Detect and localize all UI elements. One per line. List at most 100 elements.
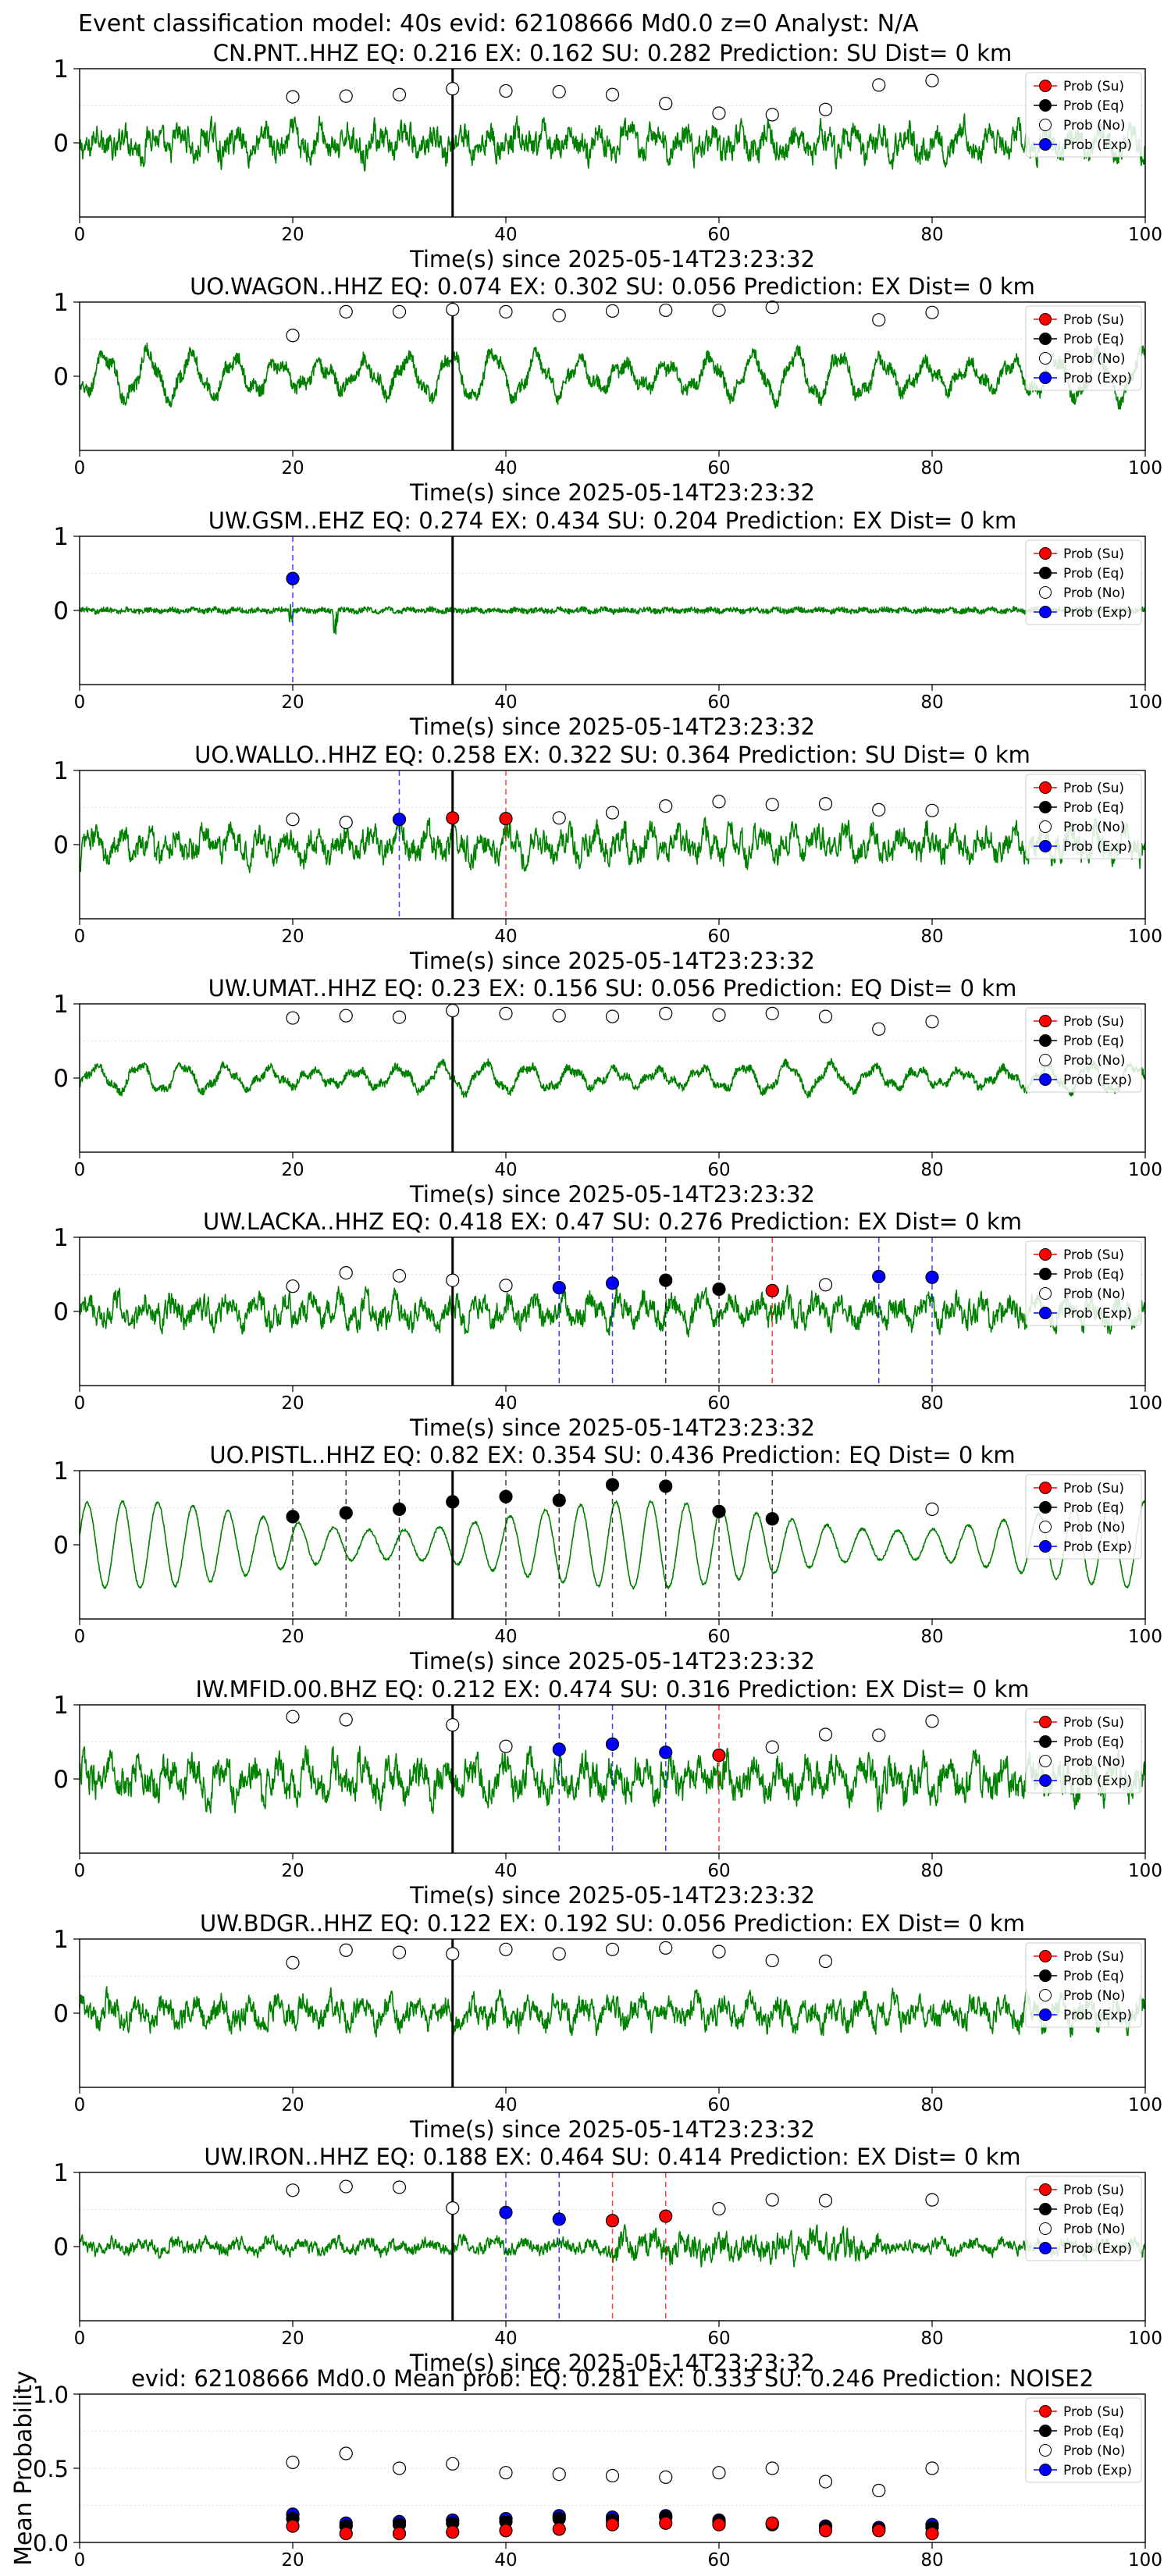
prob-point-no	[605, 1009, 620, 1023]
legend-entry: Prob (Exp)	[1063, 2008, 1132, 2023]
station-panel-uo-pistl--hhz: UO.PISTL..HHZ EQ: 0.82 EX: 0.354 SU: 0.4…	[53, 1442, 1162, 1674]
legend-entry: Prob (Su)	[1063, 781, 1124, 796]
station-panel-uw-gsm--ehz: UW.GSM..EHZ EQ: 0.274 EX: 0.434 SU: 0.20…	[53, 507, 1162, 740]
mean-point-no	[605, 2468, 620, 2483]
prob-point-no	[712, 1944, 726, 1959]
legend-marker-su	[1039, 781, 1052, 794]
legend-marker-exp	[1039, 840, 1052, 852]
prob-point-no	[605, 304, 620, 318]
legend-marker-eq	[1039, 1034, 1052, 1047]
y-tick-label: 1	[53, 289, 69, 317]
legend-marker-eq	[1039, 1735, 1052, 1748]
prob-point-no	[818, 2194, 833, 2208]
x-axis-label: Time(s) since 2025-05-14T23:23:32	[409, 2350, 815, 2376]
legend-entry: Prob (Eq)	[1063, 332, 1124, 347]
prob-point-exp	[392, 813, 407, 827]
legend-box	[1025, 72, 1142, 158]
mean-point-su	[659, 2516, 673, 2530]
prob-point-no	[552, 811, 566, 825]
mean-point-no	[872, 2483, 886, 2498]
x-tick-label: 80	[920, 927, 943, 947]
legend-entry: Prob (No)	[1063, 1754, 1126, 1770]
x-tick-label: 20	[281, 1393, 304, 1414]
x-tick-label: 40	[494, 2095, 517, 2115]
x-tick-label: 60	[707, 1393, 730, 1414]
x-axis-label: Time(s) since 2025-05-14T23:23:32	[409, 948, 815, 974]
x-tick-label: 60	[707, 692, 730, 713]
legend-marker-su	[1039, 1716, 1052, 1728]
legend-marker-exp	[1039, 1540, 1052, 1553]
y-tick-label: 1	[53, 55, 69, 84]
panel-title: UW.BDGR..HHZ EQ: 0.122 EX: 0.192 SU: 0.0…	[200, 1910, 1025, 1937]
legend-marker-eq	[1039, 2203, 1052, 2215]
y-tick-label: 0.0	[33, 2530, 69, 2556]
y-tick-label: 1	[53, 1457, 69, 1485]
prob-point-no	[712, 1008, 726, 1022]
legend-marker-exp	[1039, 1307, 1052, 1319]
legend-marker-exp	[1039, 606, 1052, 618]
y-tick-label: 0	[53, 831, 69, 859]
prob-point-no	[605, 87, 620, 101]
prob-point-no	[552, 1947, 566, 1961]
prob-point-no	[286, 90, 300, 104]
legend-marker-exp	[1039, 138, 1052, 151]
legend-entry: Prob (No)	[1063, 820, 1126, 835]
y-axis-label: Mean Probability	[10, 2371, 37, 2566]
mean-point-su	[339, 2527, 353, 2541]
legend-marker-no	[1039, 352, 1052, 365]
legend-marker-su	[1039, 313, 1052, 326]
x-axis-label: Time(s) since 2025-05-14T23:23:32	[409, 2116, 815, 2143]
legend-entry: Prob (Eq)	[1063, 1500, 1124, 1516]
x-tick-label: 0	[74, 458, 86, 479]
legend-marker-no	[1039, 1989, 1052, 2001]
waveform-trace	[79, 817, 1146, 873]
prob-point-su	[659, 2209, 673, 2223]
legend-box	[1025, 1007, 1142, 1093]
legend-marker-no	[1039, 586, 1052, 599]
prob-point-no	[818, 1727, 833, 1742]
legend-entry: Prob (Su)	[1063, 1949, 1124, 1965]
prob-point-exp	[552, 2212, 566, 2226]
legend-marker-eq	[1039, 567, 1052, 579]
x-axis-label: Time(s) since 2025-05-14T23:23:32	[409, 713, 815, 740]
x-tick-label: 80	[920, 1160, 943, 1180]
y-tick-label: 1	[53, 1926, 69, 1954]
mean-point-su	[499, 2524, 513, 2538]
legend-marker-eq	[1039, 801, 1052, 813]
prob-point-no	[499, 1006, 513, 1020]
x-tick-label: 60	[707, 225, 730, 245]
x-axis-label: Time(s) since 2025-05-14T23:23:32	[409, 1882, 815, 1909]
x-tick-label: 20	[281, 458, 304, 479]
prob-point-su	[712, 1749, 726, 1763]
legend-marker-su	[1039, 1248, 1052, 1261]
prob-point-no	[818, 1009, 833, 1023]
prob-point-exp	[872, 1269, 886, 1283]
prob-point-exp	[499, 2205, 513, 2219]
prob-point-no	[286, 813, 300, 827]
y-tick-label: 0	[53, 2233, 69, 2261]
prob-point-no	[446, 1003, 460, 1018]
x-tick-label: 80	[920, 2095, 943, 2115]
station-panel-uw-lacka--hhz: UW.LACKA..HHZ EQ: 0.418 EX: 0.47 SU: 0.2…	[53, 1208, 1162, 1441]
legend-marker-exp	[1039, 2464, 1052, 2476]
prob-point-eq	[392, 1502, 407, 1517]
y-tick-label: 0	[53, 1065, 69, 1093]
y-tick-label: 0.5	[33, 2456, 69, 2482]
legend-entry: Prob (No)	[1063, 585, 1126, 601]
prob-point-no	[925, 2193, 939, 2207]
y-tick-label: 1	[53, 1224, 69, 1252]
prob-point-no	[765, 108, 779, 122]
x-tick-label: 60	[707, 2550, 730, 2571]
panel-title: CN.PNT..HHZ EQ: 0.216 EX: 0.162 SU: 0.28…	[213, 40, 1012, 66]
x-tick-label: 80	[920, 458, 943, 479]
x-tick-label: 20	[281, 692, 304, 713]
waveform-trace	[79, 1284, 1146, 1338]
prob-point-exp	[552, 1742, 566, 1756]
x-tick-label: 20	[281, 2550, 304, 2571]
legend-entry: Prob (No)	[1063, 1988, 1126, 2004]
station-panel-iw-mfid-00-bhz: IW.MFID.00.BHZ EQ: 0.212 EX: 0.474 SU: 0…	[53, 1676, 1162, 1909]
legend-box	[1025, 2397, 1142, 2483]
prob-point-no	[499, 1739, 513, 1753]
y-tick-label: 0	[53, 1532, 69, 1560]
mean-point-no	[765, 2461, 779, 2475]
